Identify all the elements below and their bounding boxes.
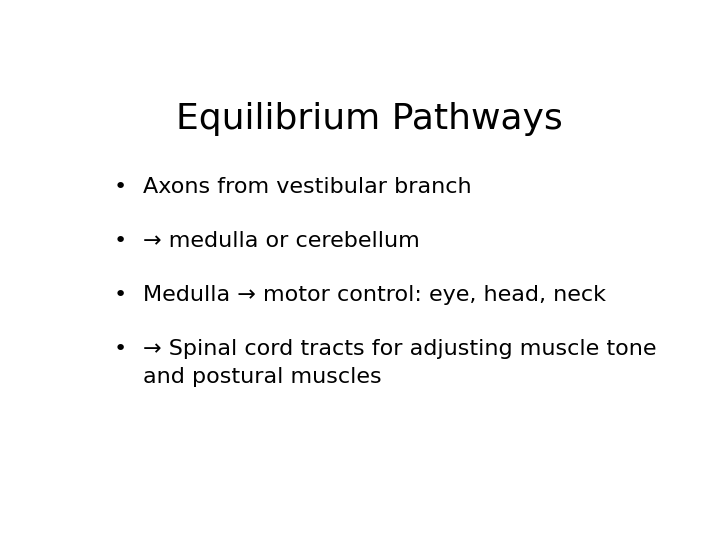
Text: → medulla or cerebellum: → medulla or cerebellum [143,231,420,251]
Text: Medulla → motor control: eye, head, neck: Medulla → motor control: eye, head, neck [143,285,606,305]
Text: Equilibrium Pathways: Equilibrium Pathways [176,102,562,136]
Text: •: • [114,231,127,251]
Text: •: • [114,339,127,359]
Text: Axons from vestibular branch: Axons from vestibular branch [143,177,472,197]
Text: •: • [114,285,127,305]
Text: → Spinal cord tracts for adjusting muscle tone
and postural muscles: → Spinal cord tracts for adjusting muscl… [143,339,657,387]
Text: •: • [114,177,127,197]
